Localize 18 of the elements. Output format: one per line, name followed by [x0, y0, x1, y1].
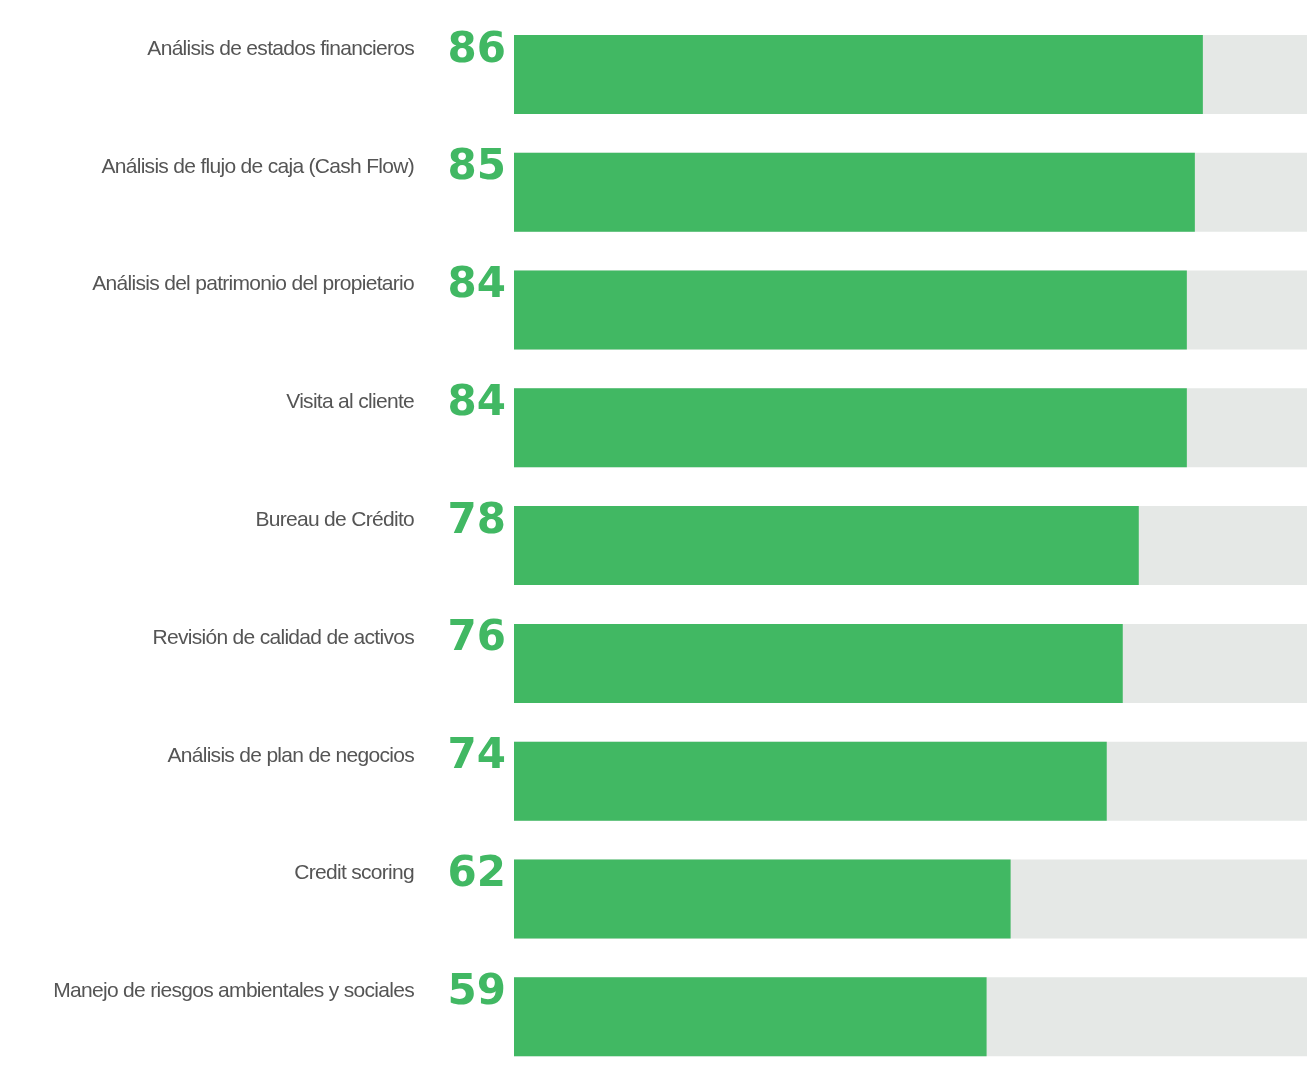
- y-tick-label: Análisis del patrimonio del propietario: [92, 271, 415, 295]
- y-tick-label: Credit scoring: [294, 860, 415, 884]
- data-label: 84: [447, 258, 506, 308]
- data-label: 85: [447, 140, 506, 190]
- data-label: 59: [447, 964, 506, 1014]
- data-label: 86: [447, 22, 506, 72]
- data-label: 62: [447, 846, 506, 896]
- y-tick-label: Manejo de riesgos ambientales y sociales: [53, 978, 415, 1002]
- data-label: 84: [447, 375, 506, 425]
- y-tick-label: Revisión de calidad de activos: [152, 624, 415, 648]
- data-label: 76: [447, 611, 506, 661]
- y-tick-label: Visita al cliente: [286, 389, 415, 413]
- data-label: 74: [447, 729, 506, 779]
- y-tick-label: Análisis de plan de negocios: [167, 742, 415, 766]
- y-tick-label: Análisis de flujo de caja (Cash Flow): [101, 153, 414, 177]
- y-tick-label: Análisis de estados financieros: [147, 35, 415, 59]
- y-tick-label: Bureau de Crédito: [255, 507, 415, 530]
- data-label: 78: [447, 493, 506, 543]
